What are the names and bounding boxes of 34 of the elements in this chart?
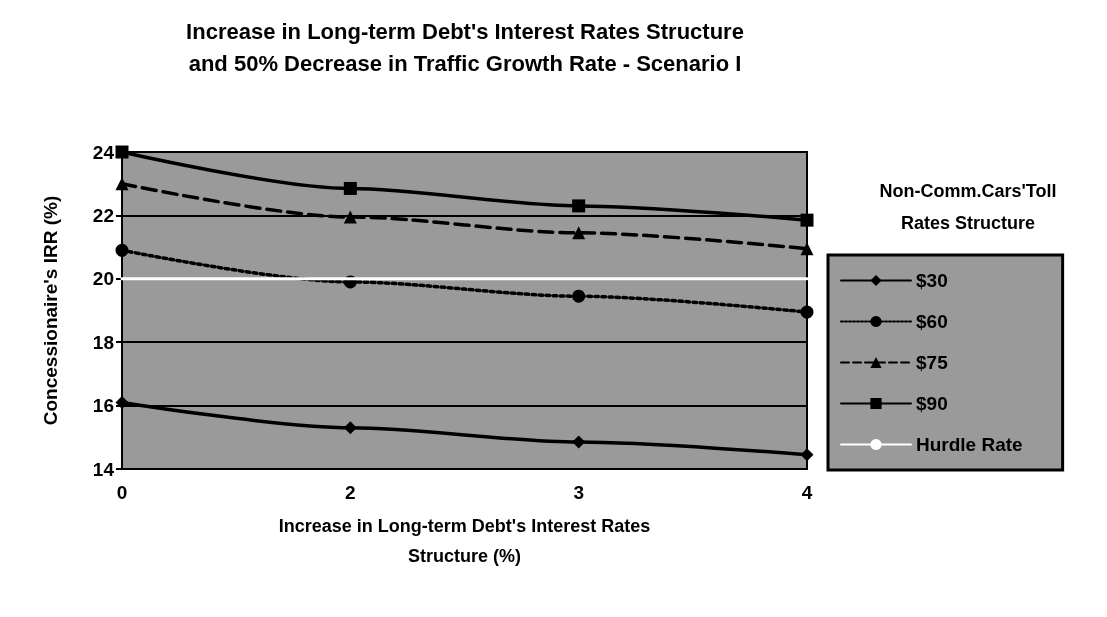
y-tick-label: 24 (92, 141, 115, 163)
y-tick-label: 18 (92, 331, 114, 353)
point (800, 213, 814, 227)
point (572, 289, 586, 303)
point (115, 243, 129, 257)
point (343, 181, 357, 195)
legend-label: $60 (916, 311, 948, 332)
y-tick-label: 22 (92, 204, 114, 226)
y-tick-label: 16 (92, 395, 114, 417)
point (572, 435, 586, 449)
point (115, 395, 129, 409)
point (572, 226, 586, 240)
y-tick-label: 20 (92, 268, 114, 290)
y-axis-title: Concessionaire's IRR (%) (40, 195, 61, 426)
point (572, 199, 586, 213)
point (343, 421, 357, 435)
chart-title: Increase in Long-term Debt's Interest Rates Structure and 50% Decrease in Traffic Growth Rate - Scenario I (186, 18, 744, 76)
legend-title: Non-Comm.Cars'Toll Rates Structure (879, 181, 1057, 233)
x-tick-label: 3 (573, 482, 584, 503)
legend-label: $30 (916, 270, 948, 291)
x-tick-label: 0 (116, 482, 128, 503)
legend-label: $90 (916, 393, 948, 414)
x-tick-label: 4 (801, 482, 813, 503)
point (800, 242, 814, 256)
legend-label: Hurdle Rate (916, 434, 1023, 455)
legend-label: $75 (916, 352, 949, 373)
y-tick-label: 14 (92, 458, 115, 480)
point (800, 448, 814, 462)
point (115, 145, 129, 159)
x-axis-title: Increase in Long-term Debt's Interest Rates Structure (%) (278, 516, 651, 566)
x-tick-label: 2 (345, 482, 356, 503)
point (115, 177, 129, 191)
point (343, 210, 357, 224)
point (800, 305, 814, 319)
